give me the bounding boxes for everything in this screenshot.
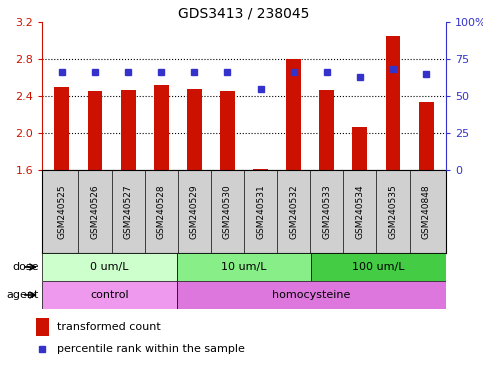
Text: transformed count: transformed count — [57, 322, 160, 332]
Bar — [319, 89, 334, 170]
Text: dose: dose — [13, 262, 39, 272]
Text: 100 um/L: 100 um/L — [353, 262, 405, 272]
Text: 0 um/L: 0 um/L — [90, 262, 128, 272]
Text: GSM240525: GSM240525 — [57, 184, 66, 239]
Bar — [253, 169, 268, 170]
Bar — [87, 91, 102, 170]
Text: 10 um/L: 10 um/L — [221, 262, 267, 272]
Text: GSM240535: GSM240535 — [388, 184, 398, 239]
Text: GSM240528: GSM240528 — [156, 184, 166, 239]
Bar — [220, 91, 235, 170]
Text: percentile rank within the sample: percentile rank within the sample — [57, 344, 245, 354]
Text: GSM240532: GSM240532 — [289, 184, 298, 239]
Text: homocysteine: homocysteine — [272, 290, 351, 300]
Text: GSM240530: GSM240530 — [223, 184, 232, 239]
Title: GDS3413 / 238045: GDS3413 / 238045 — [178, 7, 310, 21]
Bar — [419, 101, 434, 170]
Bar — [353, 126, 368, 170]
Bar — [42, 281, 177, 309]
Text: GSM240526: GSM240526 — [90, 184, 99, 239]
Bar — [187, 89, 202, 170]
Text: GSM240534: GSM240534 — [355, 184, 364, 239]
Text: control: control — [90, 290, 128, 300]
Text: GSM240848: GSM240848 — [422, 184, 431, 239]
Bar — [286, 59, 301, 170]
Text: GSM240533: GSM240533 — [322, 184, 331, 239]
Text: GSM240527: GSM240527 — [124, 184, 133, 239]
Bar — [121, 89, 136, 170]
Bar — [154, 85, 169, 170]
Text: GSM240529: GSM240529 — [190, 184, 199, 239]
Bar — [36, 318, 49, 336]
Bar — [312, 253, 446, 281]
Bar — [55, 87, 70, 170]
Text: GSM240531: GSM240531 — [256, 184, 265, 239]
Bar — [177, 281, 446, 309]
Bar — [177, 253, 312, 281]
Text: agent: agent — [7, 290, 39, 300]
Bar — [42, 253, 177, 281]
Bar — [385, 36, 400, 170]
